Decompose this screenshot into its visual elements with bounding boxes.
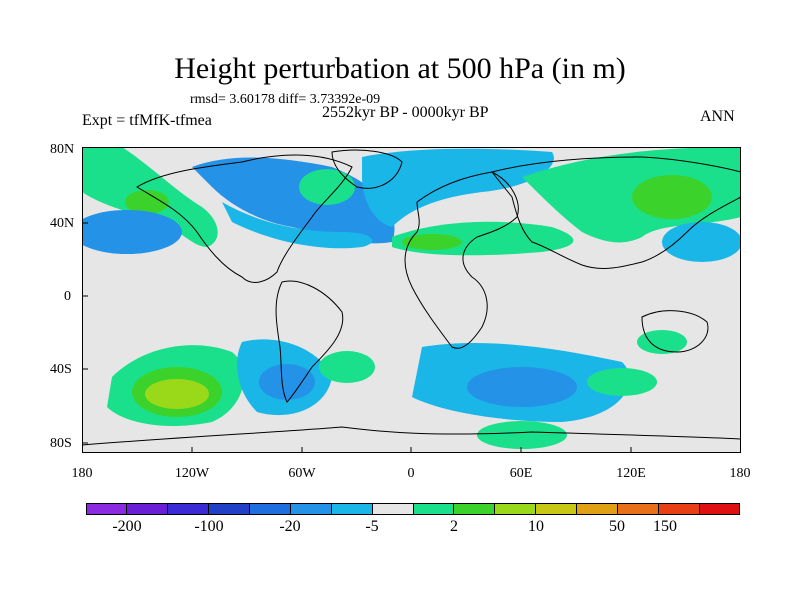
anomaly-west-negative — [82, 210, 182, 254]
coast-north-america — [136, 154, 353, 283]
colorbar-label: 150 — [653, 518, 677, 535]
stats-text: rmsd= 3.60178 diff= 3.73392e-09 — [190, 92, 381, 107]
anomaly-south-atlantic-core — [259, 364, 315, 400]
lon-label-120e: 120E — [616, 466, 646, 481]
colorbar-box — [454, 503, 496, 515]
lat-label-80n: 80N — [50, 142, 75, 157]
lat-label-80s: 80S — [50, 436, 72, 451]
colorbar-label: 10 — [528, 518, 544, 535]
anomaly-antarctic — [477, 421, 567, 449]
colorbar-box — [249, 503, 291, 515]
anomaly-south-pacific-max — [145, 379, 209, 409]
plot-title: Height perturbation at 500 hPa (in m) — [174, 52, 626, 85]
period-label: 2552kyr BP - 0000kyr BP — [322, 104, 489, 121]
lon-label-60e: 60E — [509, 466, 533, 481]
colorbar-box — [536, 503, 578, 515]
colorbar-box — [413, 503, 455, 515]
lat-label-0: 0 — [64, 289, 71, 304]
colorbar-box — [495, 503, 537, 515]
anomaly-north-pacific-core — [125, 190, 169, 214]
anomaly-greenland — [299, 169, 355, 205]
lat-label-40n: 40N — [50, 216, 75, 231]
anomaly-mediterranean-core — [402, 234, 462, 250]
coast-asia — [491, 156, 741, 269]
anomaly-north-atlantic — [362, 148, 554, 227]
colorbar-box — [577, 503, 619, 515]
colorbar-label: -20 — [279, 518, 301, 535]
lon-label-180w: 180 — [71, 466, 93, 481]
anomaly-west-pacific-negative — [662, 222, 741, 262]
season-label: ANN — [700, 108, 735, 125]
colorbar-box — [86, 503, 127, 515]
coastlines — [82, 149, 741, 446]
anomaly-south-australia — [587, 368, 657, 396]
map-ticks — [82, 147, 632, 453]
experiment-label: Expt = tfMfK-tfmea — [82, 112, 212, 129]
map-plot — [82, 147, 741, 453]
lon-label-120w: 120W — [174, 466, 210, 481]
coast-greenland — [331, 149, 403, 189]
lon-label-180e: 180 — [729, 466, 751, 481]
coast-europe-africa — [404, 171, 519, 349]
anomaly-fields — [82, 147, 741, 449]
coast-south-america — [275, 280, 344, 403]
colorbar-box — [167, 503, 209, 515]
colorbar-label: 2 — [450, 518, 458, 535]
colorbar-label: 50 — [609, 518, 625, 535]
colorbar-box — [331, 503, 373, 515]
anomaly-south-atlantic-positive — [319, 351, 375, 383]
anomaly-siberia — [522, 147, 741, 243]
colorbar-box — [618, 503, 660, 515]
colorbar-label: -100 — [194, 518, 224, 535]
anomaly-southern-indian-core — [467, 367, 577, 407]
colorbar-box — [126, 503, 168, 515]
colorbar-box — [372, 503, 414, 515]
colorbar-box — [208, 503, 250, 515]
anomaly-australia — [637, 330, 687, 354]
colorbar — [86, 503, 740, 515]
anomaly-north-america-edge — [222, 202, 373, 249]
colorbar-box — [290, 503, 332, 515]
coast-australia — [641, 310, 709, 353]
coast-antarctica — [82, 426, 741, 446]
lon-label-0: 0 — [407, 466, 415, 481]
lon-label-60w: 60W — [288, 466, 316, 481]
colorbar-label: -5 — [365, 518, 379, 535]
anomaly-siberia-core — [632, 175, 712, 219]
colorbar-box — [659, 503, 701, 515]
lat-label-40s: 40S — [50, 362, 72, 377]
colorbar-box — [700, 503, 740, 515]
colorbar-label: -200 — [112, 518, 142, 535]
